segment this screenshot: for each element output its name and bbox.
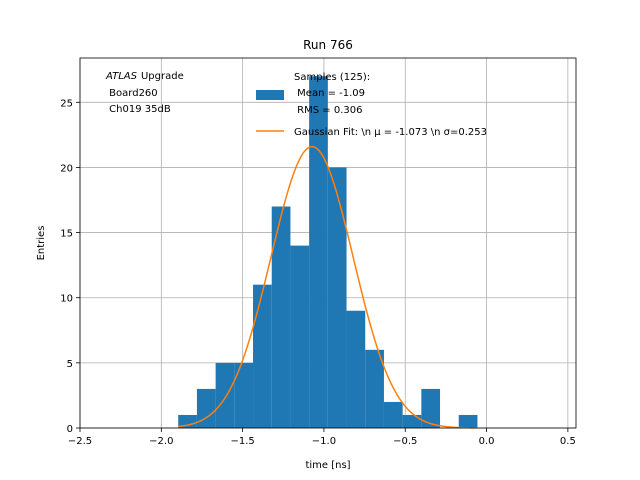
y-axis-label: Entries xyxy=(36,226,47,261)
histogram-bar-9 xyxy=(346,310,366,428)
legend: Samples (125): Mean = -1.09 RMS = 0.306 … xyxy=(256,72,487,138)
x-axis-label: time [ns] xyxy=(305,460,350,471)
atlas-annotation: ATLAS Upgrade Board260 Ch019 35dB xyxy=(105,71,184,115)
legend-samples-line-1: Samples (125): xyxy=(294,72,370,83)
histogram-bar-6 xyxy=(290,245,310,428)
legend-samples-line-2: Mean = -1.09 xyxy=(294,88,365,99)
x-tick-label-1: −2.0 xyxy=(149,436,173,447)
y-tick-label-1: 5 xyxy=(67,359,73,370)
y-tick-label-4: 20 xyxy=(60,163,73,174)
histogram-bar-13 xyxy=(421,388,441,428)
x-tick-label-0: −2.5 xyxy=(68,436,92,447)
annotation-upgrade: Upgrade xyxy=(141,71,184,82)
x-tick-label-3: −1.0 xyxy=(312,436,336,447)
histogram-bar-15 xyxy=(458,414,478,428)
y-axis-ticks: 0 5 10 15 20 25 xyxy=(60,98,80,435)
y-tick-label-0: 0 xyxy=(67,424,73,435)
histogram-bar-4 xyxy=(253,284,272,428)
y-tick-label-5: 25 xyxy=(60,98,73,109)
x-tick-label-4: −0.5 xyxy=(393,436,417,447)
histogram-bar-11 xyxy=(383,401,403,428)
histogram-bar-10 xyxy=(365,349,384,428)
legend-fit-label: Gaussian Fit: \n μ = -1.073 \n σ=0.253 xyxy=(294,127,487,138)
annotation-line-3: Ch019 35dB xyxy=(106,104,171,115)
x-tick-label-2: −1.5 xyxy=(230,436,254,447)
x-axis-ticks: −2.5 −2.0 −1.5 −1.0 −0.5 0.0 0.5 xyxy=(68,428,576,447)
annotation-atlas: ATLAS xyxy=(105,71,138,82)
legend-samples-line-3: RMS = 0.306 xyxy=(294,105,362,116)
grid-lines xyxy=(79,58,576,429)
y-tick-label-3: 15 xyxy=(60,229,73,240)
x-tick-label-6: 0.5 xyxy=(560,436,576,447)
histogram-bar-2 xyxy=(215,362,235,428)
plot-frame xyxy=(79,57,577,429)
chart-title: Run 766 xyxy=(303,38,353,52)
y-tick-label-2: 10 xyxy=(60,294,73,305)
legend-bar-swatch xyxy=(256,90,284,100)
histogram-bar-12 xyxy=(402,414,422,428)
histogram-bar-7 xyxy=(309,76,328,428)
gaussian-fit-curve xyxy=(178,145,478,429)
annotation-line-1: ATLAS Upgrade xyxy=(105,71,184,82)
histogram-bar-0 xyxy=(178,414,197,428)
histogram-bar-8 xyxy=(327,167,347,428)
x-tick-label-5: 0.0 xyxy=(479,436,495,447)
histogram-bar-3 xyxy=(234,362,254,428)
histogram-bars xyxy=(178,76,478,428)
histogram-bar-1 xyxy=(196,388,216,428)
histogram-bar-5 xyxy=(271,206,291,428)
annotation-line-2: Board260 xyxy=(106,88,158,99)
